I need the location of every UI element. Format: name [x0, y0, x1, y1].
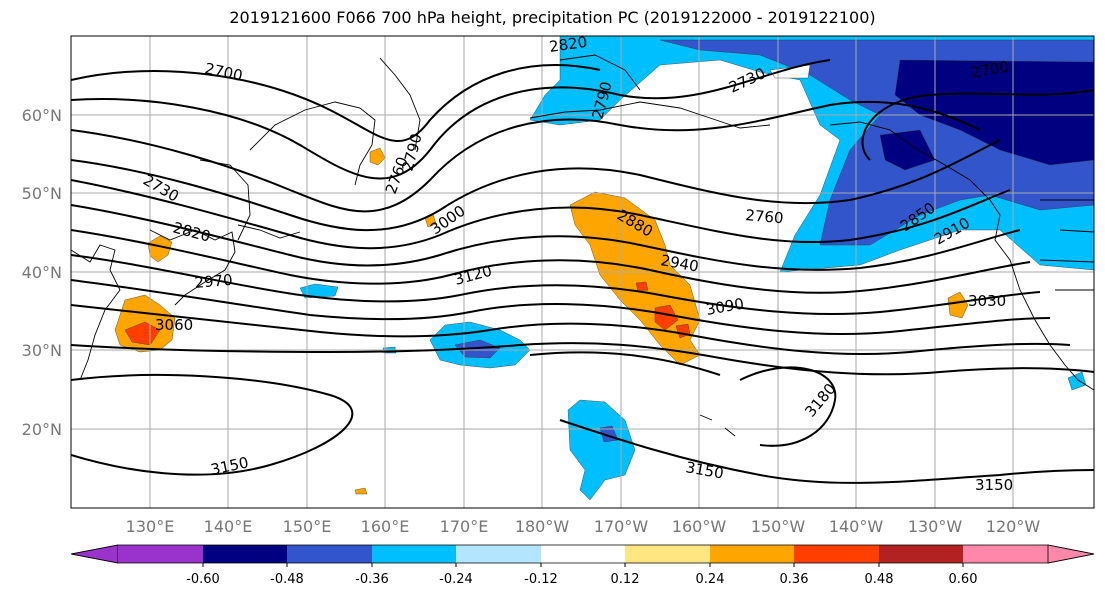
precip-navy-region — [894, 59, 1094, 166]
colorbar-tick: 0.12 — [611, 572, 640, 587]
colorbar-tick: -0.36 — [355, 572, 389, 587]
contour-label: 2970 — [194, 271, 234, 292]
colorbar-segment — [456, 545, 541, 563]
lat-label: 30°N — [22, 341, 62, 360]
lon-label: 140°E — [204, 517, 253, 536]
colorbar-segment — [879, 545, 963, 563]
precip-redorange-region — [654, 304, 679, 331]
contour-label: 2820 — [548, 33, 588, 56]
precip-orange-region — [369, 147, 386, 166]
colorbar-tick: -0.60 — [186, 572, 220, 587]
precip-navy-region — [879, 129, 936, 171]
latitude-labels: 60°N 50°N 40°N 30°N 20°N — [22, 106, 62, 439]
map-title: 2019121600 F066 700 hPa height, precipit… — [229, 8, 876, 27]
lat-label: 40°N — [22, 263, 62, 282]
colorbar: -0.60 -0.48 -0.36 -0.24 -0.12 0.12 0.24 … — [70, 544, 1095, 587]
gridlines — [71, 36, 1094, 508]
colorbar-segment — [625, 545, 710, 563]
colorbar-tick: 0.48 — [865, 572, 894, 587]
colorbar-tick: -0.24 — [439, 572, 473, 587]
colorbar-segment — [794, 545, 879, 563]
contour-label: 2760 — [745, 206, 785, 227]
precip-redorange-region — [635, 281, 649, 292]
colorbar-tick: -0.12 — [524, 572, 558, 587]
lon-label: 150°W — [751, 517, 806, 536]
colorbar-segment — [203, 545, 287, 563]
colorbar-segment — [710, 545, 794, 563]
precip-orange-region — [354, 487, 368, 495]
colorbar-segment — [118, 545, 203, 563]
lon-label: 170°W — [594, 517, 649, 536]
colorbar-tick: -0.48 — [270, 572, 304, 587]
precip-redorange-region — [124, 321, 161, 346]
lon-label: 150°E — [283, 517, 332, 536]
contour-label: 3030 — [968, 292, 1006, 310]
lat-label: 60°N — [22, 106, 62, 125]
colorbar-segment — [372, 545, 456, 563]
contour-label: 3060 — [155, 316, 193, 334]
longitude-labels: 130°E 140°E 150°E 160°E 170°E 180°W 170°… — [126, 517, 1041, 536]
lon-label: 140°W — [829, 517, 884, 536]
lon-label: 130°W — [908, 517, 963, 536]
precip-orange-region — [947, 291, 969, 319]
lat-label: 20°N — [22, 420, 62, 439]
colorbar-extend-high — [1047, 544, 1095, 564]
height-contours — [71, 59, 1094, 484]
lon-label: 160°E — [361, 517, 410, 536]
lon-label: 170°E — [440, 517, 489, 536]
colorbar-segment — [287, 545, 372, 563]
colorbar-segment — [541, 545, 625, 563]
colorbar-extend-low — [70, 544, 119, 564]
colorbar-tick: 0.36 — [780, 572, 809, 587]
map-frame — [70, 35, 1095, 509]
lon-label: 120°W — [986, 517, 1041, 536]
lon-label: 180°W — [515, 517, 570, 536]
precip-sky-region — [567, 399, 636, 501]
lat-label: 50°N — [22, 184, 62, 203]
colorbar-segment — [963, 545, 1048, 563]
contour-label: 3150 — [975, 476, 1013, 494]
lon-label: 130°E — [126, 517, 175, 536]
colorbar-tick: 0.24 — [696, 572, 725, 587]
lon-label: 160°W — [672, 517, 727, 536]
colorbar-tick: 0.60 — [949, 572, 978, 587]
